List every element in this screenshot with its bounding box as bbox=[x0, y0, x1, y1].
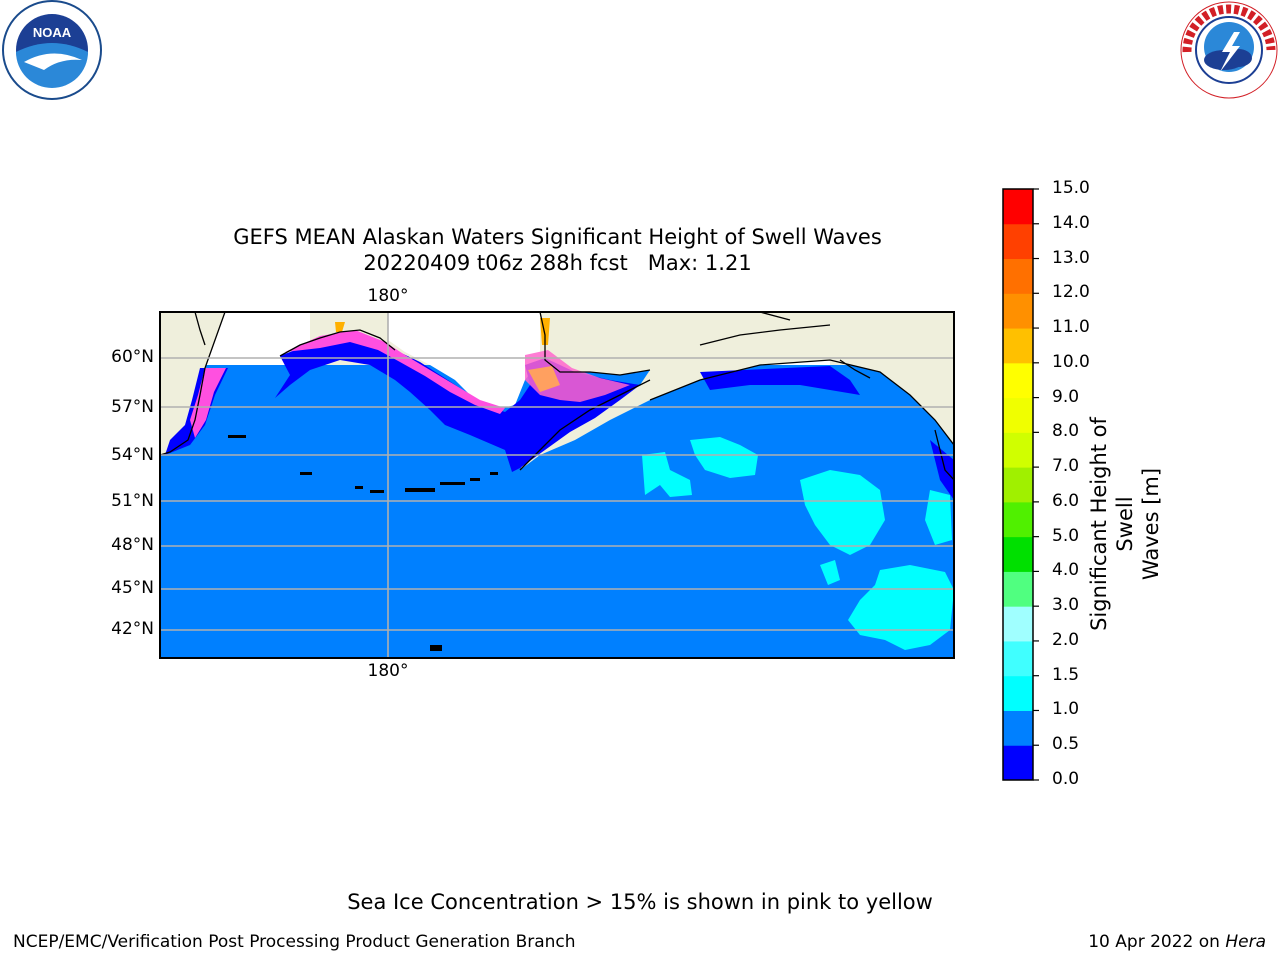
colorbar-tick-label: 5.0 bbox=[1052, 525, 1080, 546]
colorbar-tick-label: 7.0 bbox=[1052, 456, 1080, 477]
colorbar-tick-label: 15.0 bbox=[1052, 178, 1090, 198]
colorbar-tick-label: 13.0 bbox=[1052, 247, 1090, 268]
colorbar-band bbox=[1003, 745, 1033, 781]
colorbar-band bbox=[1003, 710, 1033, 746]
colorbar-tick-label: 9.0 bbox=[1052, 386, 1080, 407]
generation-date-text: 10 Apr 2022 on bbox=[1088, 932, 1220, 952]
colorbar-band bbox=[1003, 397, 1033, 433]
host-name: Hera bbox=[1225, 932, 1266, 952]
forecast-run-label: 20220409 t06z 288h fcst bbox=[363, 251, 628, 275]
colorbar-band bbox=[1003, 675, 1033, 711]
colorbar-label: Significant Height of Swell Waves [m] bbox=[1086, 404, 1164, 644]
colorbar-tick-label: 2.0 bbox=[1052, 629, 1080, 650]
map-frame bbox=[159, 311, 955, 659]
colorbar-tick-label: 8.0 bbox=[1052, 421, 1080, 442]
colorbar-tick-label: 0.5 bbox=[1052, 734, 1080, 755]
lat-label-45n: 45°N bbox=[111, 578, 154, 598]
colorbar-label-line1: Significant Height of Swell bbox=[1087, 417, 1137, 631]
colorbar-band bbox=[1003, 501, 1033, 538]
lat-label-60n: 60°N bbox=[111, 347, 154, 367]
colorbar-tick-label: 12.0 bbox=[1052, 282, 1090, 303]
lat-label-51n: 51°N bbox=[111, 491, 154, 511]
colorbar-band bbox=[1003, 189, 1033, 225]
colorbar-tick-label: 0.0 bbox=[1052, 769, 1080, 789]
colorbar-tick-label: 6.0 bbox=[1052, 490, 1080, 511]
chart-subtitle: 20220409 t06z 288h fcst Max: 1.21 bbox=[160, 250, 955, 276]
max-value-label: Max: 1.21 bbox=[647, 251, 752, 275]
lon-label-top: 180° bbox=[367, 286, 409, 306]
generation-date: 10 Apr 2022 on Hera bbox=[1088, 932, 1266, 952]
colorbar-tick-label: 14.0 bbox=[1052, 212, 1090, 233]
colorbar-tick-label: 10.0 bbox=[1052, 351, 1090, 372]
chart-title: GEFS MEAN Alaskan Waters Significant Hei… bbox=[233, 225, 882, 249]
noaa-logo-text: NOAA bbox=[33, 25, 72, 40]
colorbar-tick-label: 1.0 bbox=[1052, 699, 1080, 720]
colorbar-bands bbox=[1003, 189, 1033, 781]
lat-label-48n: 48°N bbox=[111, 535, 154, 555]
colorbar-band bbox=[1003, 258, 1033, 294]
colorbar-band bbox=[1003, 432, 1033, 468]
colorbar-band bbox=[1003, 640, 1033, 677]
colorbar-band bbox=[1003, 223, 1033, 260]
lat-label-57n: 57°N bbox=[111, 397, 154, 417]
colorbar-tick-label: 3.0 bbox=[1052, 595, 1080, 616]
noaa-logo: NOAA bbox=[2, 0, 102, 100]
lon-label-bottom: 180° bbox=[367, 661, 409, 681]
lat-label-42n: 42°N bbox=[111, 619, 154, 639]
lat-label-54n: 54°N bbox=[111, 445, 154, 465]
colorbar-band bbox=[1003, 606, 1033, 642]
producer-credit: NCEP/EMC/Verification Post Processing Pr… bbox=[13, 932, 576, 952]
sea-ice-note: Sea Ice Concentration > 15% is shown in … bbox=[347, 890, 933, 914]
colorbar-tick-label: 11.0 bbox=[1052, 317, 1090, 338]
colorbar-tick-label: 1.5 bbox=[1052, 664, 1080, 685]
colorbar-label-line2: Waves [m] bbox=[1139, 467, 1163, 581]
colorbar-band bbox=[1003, 362, 1033, 399]
colorbar-tick-label: 4.0 bbox=[1052, 560, 1080, 581]
colorbar-band bbox=[1003, 571, 1033, 607]
nws-logo bbox=[1180, 1, 1278, 99]
colorbar-band bbox=[1003, 467, 1033, 503]
colorbar-band bbox=[1003, 536, 1033, 572]
colorbar-band bbox=[1003, 293, 1033, 329]
colorbar-band bbox=[1003, 328, 1033, 364]
